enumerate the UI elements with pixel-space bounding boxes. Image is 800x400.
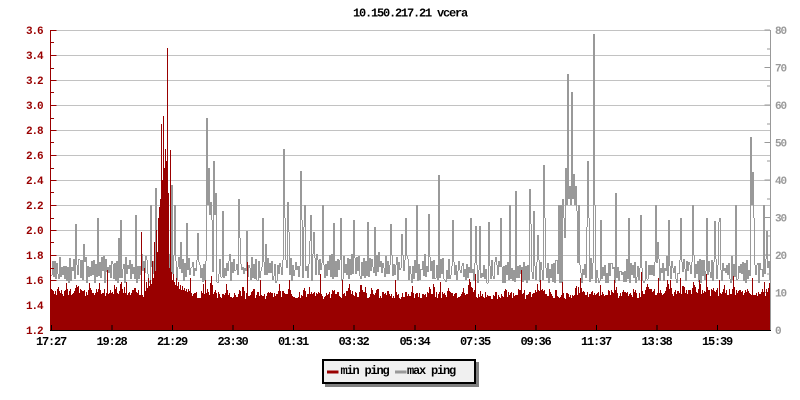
svg-text:20: 20 xyxy=(775,251,787,263)
svg-text:2.6: 2.6 xyxy=(26,151,43,163)
svg-text:2.2: 2.2 xyxy=(26,201,43,213)
svg-text:17:27: 17:27 xyxy=(36,335,67,349)
svg-text:0: 0 xyxy=(775,326,781,338)
svg-text:10: 10 xyxy=(775,289,787,301)
svg-text:07:35: 07:35 xyxy=(460,335,491,349)
svg-text:3.6: 3.6 xyxy=(26,26,43,38)
svg-text:1.4: 1.4 xyxy=(26,301,44,313)
svg-text:1.2: 1.2 xyxy=(26,326,43,338)
svg-text:03:32: 03:32 xyxy=(338,335,369,349)
svg-text:09:36: 09:36 xyxy=(520,335,551,349)
svg-text:19:28: 19:28 xyxy=(96,335,127,349)
svg-text:70: 70 xyxy=(775,64,787,76)
svg-text:50: 50 xyxy=(775,139,787,151)
svg-text:3.4: 3.4 xyxy=(26,51,44,63)
svg-text:30: 30 xyxy=(775,214,787,226)
svg-text:60: 60 xyxy=(775,101,787,113)
svg-text:10.150.217.21 vcera: 10.150.217.21 vcera xyxy=(353,7,468,21)
svg-text:2.0: 2.0 xyxy=(26,226,43,238)
svg-text:21:29: 21:29 xyxy=(157,335,188,349)
svg-text:13:38: 13:38 xyxy=(641,335,672,349)
svg-text:3.2: 3.2 xyxy=(26,76,43,88)
svg-text:05:34: 05:34 xyxy=(399,335,430,349)
svg-text:80: 80 xyxy=(775,26,787,38)
svg-text:11:37: 11:37 xyxy=(581,335,612,349)
svg-text:40: 40 xyxy=(775,176,787,188)
svg-text:min ping: min ping xyxy=(341,364,390,378)
svg-text:1.6: 1.6 xyxy=(26,276,43,288)
svg-text:15:39: 15:39 xyxy=(702,335,733,349)
svg-text:01:31: 01:31 xyxy=(278,335,309,349)
svg-text:1.8: 1.8 xyxy=(26,251,44,263)
svg-text:2.4: 2.4 xyxy=(26,176,44,188)
svg-text:3.0: 3.0 xyxy=(26,101,43,113)
svg-text:2.8: 2.8 xyxy=(26,126,44,138)
svg-text:max ping: max ping xyxy=(407,364,456,378)
svg-text:23:30: 23:30 xyxy=(217,335,248,349)
